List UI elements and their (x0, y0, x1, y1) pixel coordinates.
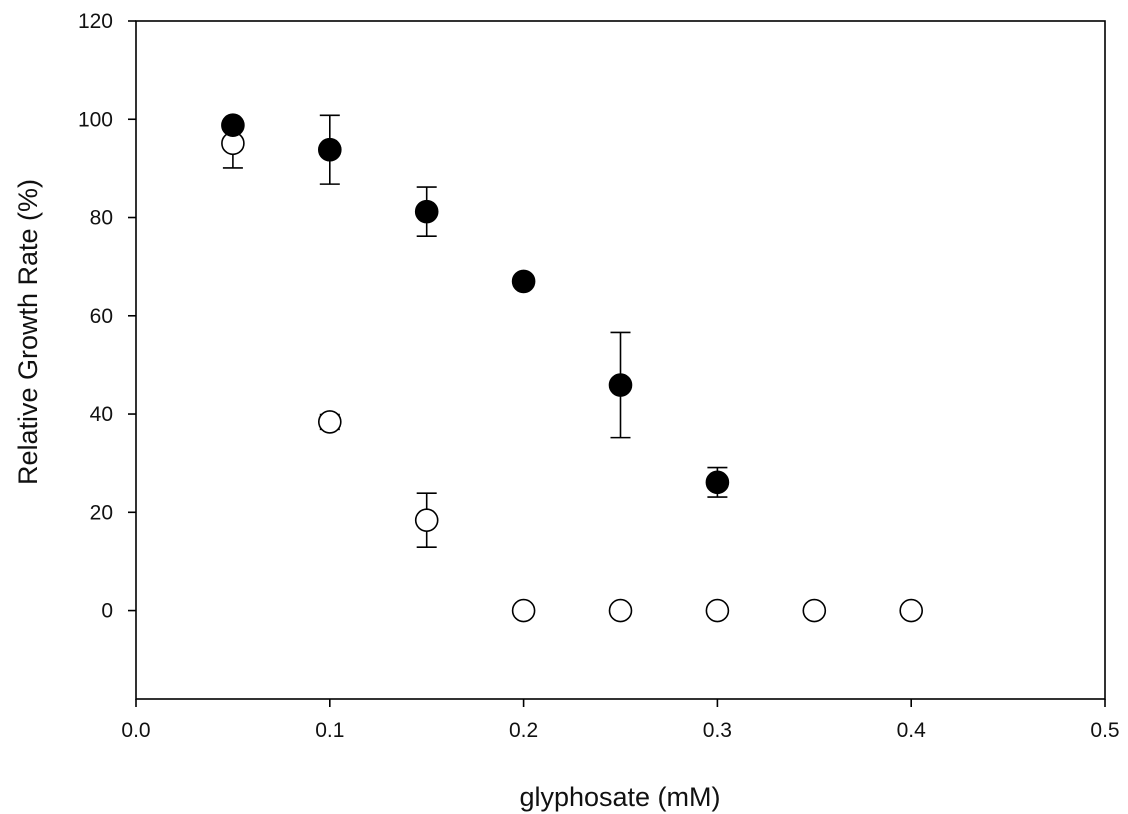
open-data-point (705, 598, 730, 623)
open-data-point (802, 598, 827, 623)
x-tick-label: 0.3 (703, 719, 732, 742)
open-data-point (511, 598, 536, 623)
filled-data-point (317, 137, 342, 162)
filled-data-point (511, 269, 536, 294)
y-tick-label: 60 (90, 305, 113, 328)
x-tick-label: 0.0 (121, 719, 150, 742)
plot-frame (135, 20, 1106, 700)
y-tick-label: 0 (101, 600, 113, 623)
y-tick-label: 80 (90, 207, 113, 230)
x-tick-label: 0.2 (509, 719, 538, 742)
open-data-point (414, 508, 439, 532)
y-axis-ticks: 0 20 40 60 80 100 120 (78, 10, 136, 623)
x-axis-ticks: 0.0 0.1 0.2 0.3 0.4 0.5 (121, 699, 1120, 742)
y-tick-label: 20 (90, 501, 113, 524)
open-data-point (317, 410, 342, 434)
filled-data-point (414, 199, 439, 224)
x-axis-title: glyphosate (mM) (519, 782, 720, 812)
y-tick-label: 100 (78, 108, 113, 131)
x-tick-label: 0.5 (1090, 719, 1119, 742)
filled-data-point (705, 470, 730, 495)
y-tick-label: 120 (78, 10, 113, 33)
open-data-point (899, 598, 924, 623)
filled-data-point (221, 113, 245, 137)
plot-border (135, 20, 1106, 700)
x-tick-label: 0.1 (315, 719, 344, 742)
y-axis-title: Relative Growth Rate (%) (13, 179, 43, 485)
y-tick-label: 40 (90, 403, 113, 426)
open-data-point (608, 598, 633, 623)
x-tick-label: 0.4 (897, 719, 927, 742)
data-points (221, 113, 924, 623)
filled-data-point (608, 373, 633, 397)
